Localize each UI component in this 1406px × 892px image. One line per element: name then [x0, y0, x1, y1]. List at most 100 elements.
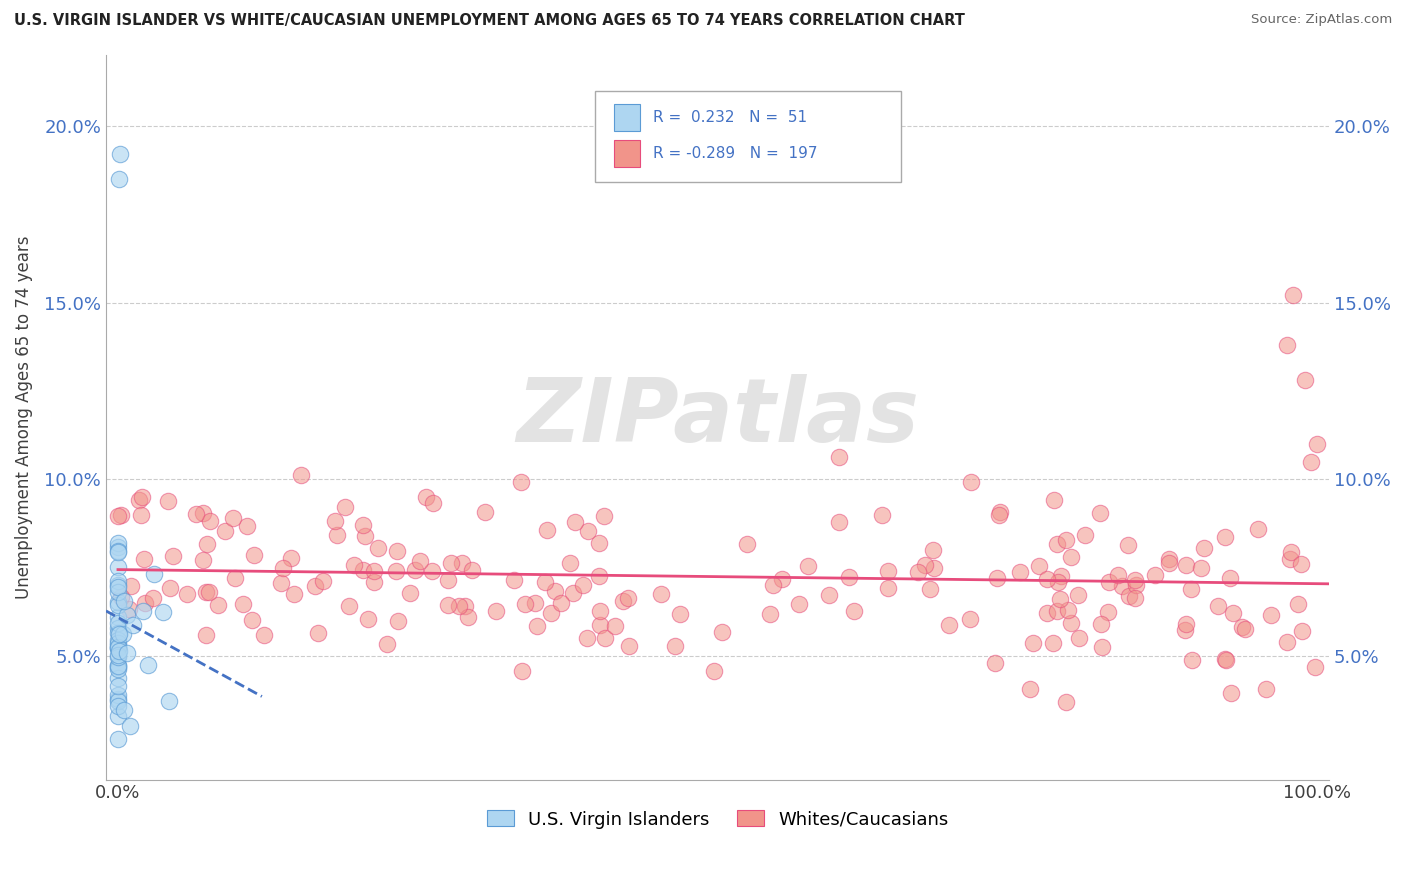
Point	[735, 536, 758, 550]
Point	[222, 511, 245, 525]
Point	[157, 694, 180, 708]
Point	[131, 508, 153, 523]
Point	[1125, 577, 1147, 591]
Point	[271, 561, 294, 575]
Point	[198, 585, 221, 599]
Point	[107, 649, 129, 664]
Point	[107, 648, 129, 662]
Point	[440, 556, 463, 570]
FancyBboxPatch shape	[613, 140, 641, 168]
Point	[132, 603, 155, 617]
Point	[110, 508, 132, 523]
Point	[1054, 533, 1077, 548]
Point	[550, 596, 572, 610]
Point	[1294, 373, 1316, 387]
Point	[193, 552, 215, 566]
Point	[224, 571, 246, 585]
Point	[922, 542, 945, 557]
Point	[564, 516, 586, 530]
Point	[385, 564, 408, 578]
Point	[117, 607, 139, 622]
Point	[385, 544, 408, 558]
Point	[877, 564, 900, 578]
Point	[1286, 598, 1309, 612]
Point	[1123, 591, 1146, 605]
Point	[474, 505, 496, 519]
Point	[195, 537, 218, 551]
Point	[544, 583, 567, 598]
Point	[870, 508, 893, 523]
Point	[107, 626, 129, 640]
Point	[914, 558, 936, 572]
Point	[918, 582, 941, 597]
Point	[1049, 591, 1071, 606]
Point	[363, 574, 385, 589]
Point	[1047, 575, 1070, 590]
Point	[1022, 636, 1045, 650]
Point	[107, 636, 129, 650]
Point	[1301, 454, 1323, 468]
Point	[107, 641, 129, 656]
Point	[588, 536, 610, 550]
Point	[842, 604, 865, 618]
Point	[1143, 567, 1166, 582]
Point	[357, 612, 380, 626]
Point	[107, 671, 129, 685]
Point	[1057, 603, 1080, 617]
Point	[107, 508, 129, 523]
Point	[1157, 556, 1180, 570]
Point	[107, 641, 129, 656]
Point	[1116, 538, 1139, 552]
Point	[1043, 493, 1066, 508]
FancyBboxPatch shape	[595, 91, 901, 182]
Point	[110, 147, 132, 161]
Point	[485, 604, 508, 618]
Point	[409, 554, 432, 568]
Point	[510, 664, 533, 678]
Point	[1111, 579, 1133, 593]
Point	[1018, 681, 1040, 696]
Point	[561, 586, 583, 600]
Point	[107, 559, 129, 574]
Point	[1206, 599, 1229, 614]
Point	[107, 658, 129, 673]
Point	[333, 500, 356, 515]
Point	[828, 515, 851, 529]
Point	[838, 570, 860, 584]
Point	[1192, 541, 1215, 555]
Point	[1054, 695, 1077, 709]
Point	[592, 508, 614, 523]
Point	[107, 638, 129, 652]
Point	[450, 556, 472, 570]
Point	[827, 450, 849, 464]
Point	[353, 529, 375, 543]
FancyBboxPatch shape	[613, 103, 641, 131]
Point	[817, 588, 839, 602]
Point	[399, 586, 422, 600]
Point	[107, 698, 129, 713]
Point	[1098, 574, 1121, 589]
Point	[1246, 523, 1268, 537]
Point	[454, 599, 477, 613]
Point	[415, 490, 437, 504]
Point	[107, 536, 129, 550]
Point	[136, 658, 159, 673]
Point	[1222, 606, 1244, 620]
Point	[107, 540, 129, 554]
Point	[526, 619, 548, 633]
Point	[1036, 572, 1059, 586]
Point	[107, 709, 129, 723]
Point	[503, 573, 526, 587]
Point	[461, 563, 484, 577]
Point	[236, 519, 259, 533]
Point	[1233, 622, 1256, 636]
Point	[352, 517, 374, 532]
Point	[107, 640, 129, 654]
Point	[186, 507, 208, 521]
Text: ZIPatlas: ZIPatlas	[516, 374, 920, 461]
Point	[115, 646, 138, 660]
Point	[422, 496, 444, 510]
Point	[1123, 573, 1146, 587]
Point	[1107, 567, 1129, 582]
Point	[232, 597, 254, 611]
